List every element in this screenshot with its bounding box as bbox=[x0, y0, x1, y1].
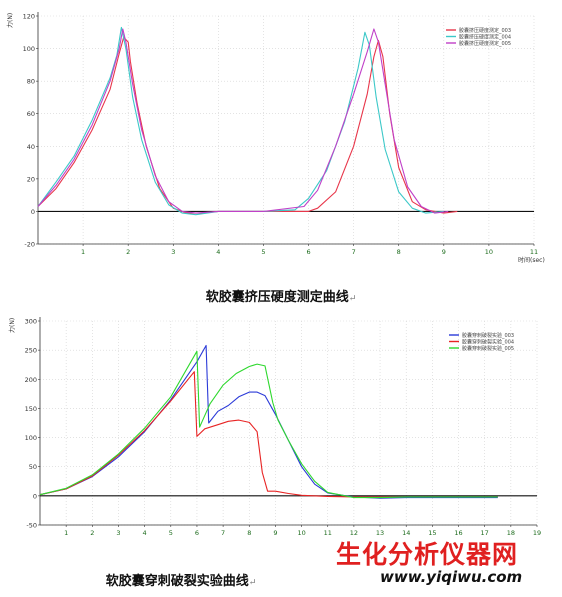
legend-label: 胶囊穿刺破裂实验_005 bbox=[462, 345, 514, 352]
caption-return-mark: ↵ bbox=[248, 578, 257, 588]
x-tick-label: 1 bbox=[81, 248, 85, 256]
legend-label: 胶囊穿刺破裂实验_003 bbox=[462, 332, 514, 339]
y-axis-label: 力(N) bbox=[8, 318, 16, 333]
x-tick-label: 5 bbox=[169, 529, 173, 537]
y-tick-label: 60 bbox=[27, 110, 35, 118]
x-tick-label: 13 bbox=[376, 529, 384, 537]
x-tick-label: 1 bbox=[64, 529, 68, 537]
x-tick-label: 6 bbox=[306, 248, 310, 256]
x-tick-label: 3 bbox=[116, 529, 120, 537]
x-tick-label: 6 bbox=[195, 529, 199, 537]
y-tick-label: 100 bbox=[23, 45, 35, 53]
series-line-3 bbox=[37, 28, 449, 214]
chart-caption-puncture: 软胶囊穿刺破裂实验曲线↵ bbox=[0, 570, 462, 589]
x-tick-label: 10 bbox=[297, 529, 305, 537]
x-tick-label: 4 bbox=[216, 248, 220, 256]
y-axis-label: 力(N) bbox=[6, 13, 14, 28]
chart-hardness: -20 0 20 40 60 80 100 120 1 2 3 4 5 6 7 8 9 10 11 力(N) 时间(se… bbox=[6, 12, 545, 264]
series-line-1 bbox=[39, 344, 498, 499]
legend-label: 胶囊挤压硬度测定_003 bbox=[459, 27, 511, 34]
legend-label: 胶囊挤压硬度测定_004 bbox=[459, 34, 511, 41]
y-tick-label: 80 bbox=[27, 78, 35, 86]
y-tick-label: 20 bbox=[27, 175, 35, 183]
x-tick-label: 18 bbox=[507, 529, 515, 537]
x-tick-label: 19 bbox=[533, 529, 541, 537]
chart-caption-puncture-text: 软胶囊穿刺破裂实验曲线 bbox=[105, 574, 249, 589]
y-tick-label: -20 bbox=[24, 241, 35, 249]
y-tick-label: 0 bbox=[31, 208, 35, 216]
x-tick-label: 7 bbox=[352, 248, 356, 256]
x-tick-label: 12 bbox=[350, 529, 358, 537]
x-tick-label: 16 bbox=[454, 529, 462, 537]
y-tick-label: 120 bbox=[23, 13, 35, 21]
chart-caption-hardness-text: 软胶囊挤压硬度测定曲线 bbox=[205, 290, 349, 305]
x-tick-label: 3 bbox=[171, 248, 175, 256]
series-line-1 bbox=[37, 36, 458, 214]
x-tick-label: 9 bbox=[442, 248, 446, 256]
x-tick-label: 2 bbox=[126, 248, 130, 256]
series-line-3 bbox=[39, 350, 498, 499]
x-axis-label: 时间(sec) bbox=[518, 256, 545, 264]
x-tick-label: 7 bbox=[221, 529, 225, 537]
y-tick-label: 150 bbox=[25, 405, 37, 413]
watermark-url: www.yiqiwu.com bbox=[380, 568, 523, 586]
y-tick-label: 250 bbox=[25, 347, 37, 355]
legend-label: 胶囊挤压硬度测定_005 bbox=[459, 40, 511, 47]
y-tick-label: 50 bbox=[29, 463, 37, 471]
series-line-2 bbox=[39, 371, 498, 498]
x-tick-label: 8 bbox=[397, 248, 401, 256]
x-tick-label: 10 bbox=[485, 248, 493, 256]
y-tick-label: 300 bbox=[25, 318, 37, 326]
x-tick-label: 4 bbox=[143, 529, 147, 537]
x-tick-label: 5 bbox=[261, 248, 265, 256]
x-tick-label: 9 bbox=[273, 529, 277, 537]
x-tick-label: 14 bbox=[402, 529, 410, 537]
x-tick-label: 2 bbox=[90, 529, 94, 537]
y-tick-label: 200 bbox=[25, 376, 37, 384]
y-tick-label: 40 bbox=[27, 143, 35, 151]
y-tick-label: 100 bbox=[25, 434, 37, 442]
y-tick-label: 0 bbox=[33, 492, 37, 500]
x-tick-label: 17 bbox=[481, 529, 489, 537]
watermark-brand: 生化分析仪器网 bbox=[336, 540, 519, 569]
y-tick-label: -50 bbox=[26, 522, 37, 530]
x-tick-label: 11 bbox=[324, 529, 332, 537]
caption-return-mark: ↵ bbox=[348, 294, 357, 304]
x-tick-label: 15 bbox=[428, 529, 436, 537]
x-tick-label: 8 bbox=[247, 529, 251, 537]
chart-caption-hardness: 软胶囊挤压硬度测定曲线↵ bbox=[0, 286, 562, 305]
x-tick-label: 11 bbox=[530, 248, 538, 256]
legend-label: 胶囊穿刺破裂实验_004 bbox=[462, 339, 514, 346]
